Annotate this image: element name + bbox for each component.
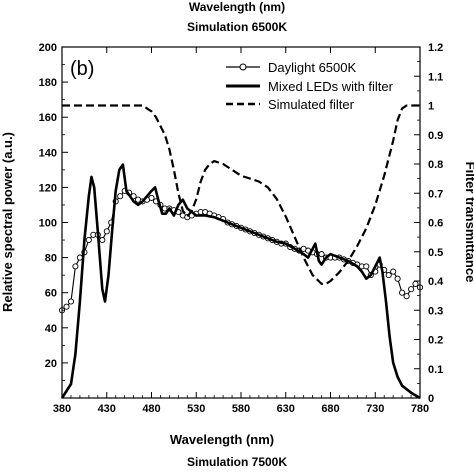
daylight-data-point: [63, 303, 70, 310]
legend-label-mixed-leds: Mixed LEDs with filter: [268, 79, 394, 94]
daylight-data-point: [399, 289, 406, 296]
daylight-data-point: [72, 263, 79, 270]
x-tick-label: 680: [321, 403, 339, 415]
y-tick-label: 40: [45, 323, 57, 335]
x-axis-label: Wavelength (nm): [170, 432, 274, 447]
y-tick-label: 20: [45, 358, 57, 370]
daylight-data-point: [408, 286, 415, 293]
daylight-data-point: [390, 268, 397, 275]
daylight-data-point: [318, 251, 325, 258]
y2-tick-label: 1: [428, 101, 434, 113]
series-line-mixed-leds: [60, 163, 421, 400]
daylight-data-point: [148, 194, 155, 201]
legend-entry-daylight: Daylight 6500K: [226, 60, 356, 75]
y-tick-label: 60: [45, 288, 57, 300]
y2-tick-label: 0.9: [428, 130, 443, 142]
y2-tick-label: 0.6: [428, 218, 443, 230]
daylight-data-point: [67, 298, 75, 305]
y2-tick-label: 0.8: [428, 159, 443, 171]
legend-entry-filter: Simulated filter: [226, 97, 355, 112]
y2-tick-label: 0.1: [428, 364, 443, 376]
series-line-simulated-filter: [62, 104, 420, 285]
y2-tick-label: 0.3: [428, 305, 443, 317]
x-tick-label: 480: [142, 403, 160, 415]
x-tick-label: 380: [53, 403, 71, 415]
x-tick-label: 530: [187, 403, 205, 415]
daylight-data-point: [403, 293, 410, 300]
y2-tick-label: 0: [428, 393, 434, 405]
legend-marker-daylight: [239, 63, 247, 71]
daylight-data-point: [394, 275, 401, 282]
x-tick-label: 730: [366, 403, 384, 415]
y-tick-label: 160: [39, 112, 57, 124]
chart-title-bottom: Simulation 7500K: [186, 455, 288, 469]
y-axis-label: Relative spectral power (a.u.): [0, 132, 15, 312]
legend-label-daylight: Daylight 6500K: [268, 60, 356, 75]
x-tick-label: 430: [98, 403, 116, 415]
daylight-data-point: [85, 236, 92, 244]
y2-axis-label: Filter transmittance: [463, 162, 474, 283]
y-tick-label: 200: [39, 42, 57, 54]
daylight-data-point: [117, 193, 124, 200]
y2-tick-label: 0.4: [428, 276, 444, 288]
y-tick-label: 120: [39, 182, 57, 194]
x-tick-label: 780: [411, 403, 429, 415]
x-tick-label: 630: [277, 403, 295, 415]
series-line-daylight: [61, 190, 421, 311]
legend-label-filter: Simulated filter: [268, 97, 355, 112]
y-tick-label: 140: [39, 147, 57, 159]
daylight-data-point: [99, 236, 106, 244]
y-tick-label: 180: [39, 77, 57, 89]
plot-frame: [61, 46, 421, 399]
cut-off-axis-label: Wavelength (nm): [188, 0, 286, 14]
daylight-data-point: [385, 272, 392, 279]
x-tick-label: 580: [232, 403, 250, 415]
y-tick-label: 80: [45, 253, 57, 265]
y-tick-label: 100: [39, 218, 57, 230]
series-layer: [58, 104, 424, 400]
chart-title-top: Simulation 6500K: [186, 20, 288, 34]
daylight-data-point: [103, 228, 110, 235]
daylight-data-point: [412, 280, 419, 287]
y2-tick-label: 1.1: [428, 71, 443, 83]
panel-label: (b): [70, 58, 94, 80]
legend: Daylight 6500K Mixed LEDs with filter Si…: [226, 60, 394, 112]
y2-tick-label: 0.2: [428, 335, 443, 347]
daylight-data-point: [363, 263, 370, 270]
y2-tick-label: 0.7: [428, 188, 443, 200]
legend-entry-mixed-leds: Mixed LEDs with filter: [226, 79, 394, 94]
y2-tick-label: 0.5: [428, 247, 443, 259]
axes: 380 430 480 530 580 630 680 730 7802040608010012…: [39, 42, 445, 415]
y2-tick-label: 1.2: [428, 42, 443, 54]
